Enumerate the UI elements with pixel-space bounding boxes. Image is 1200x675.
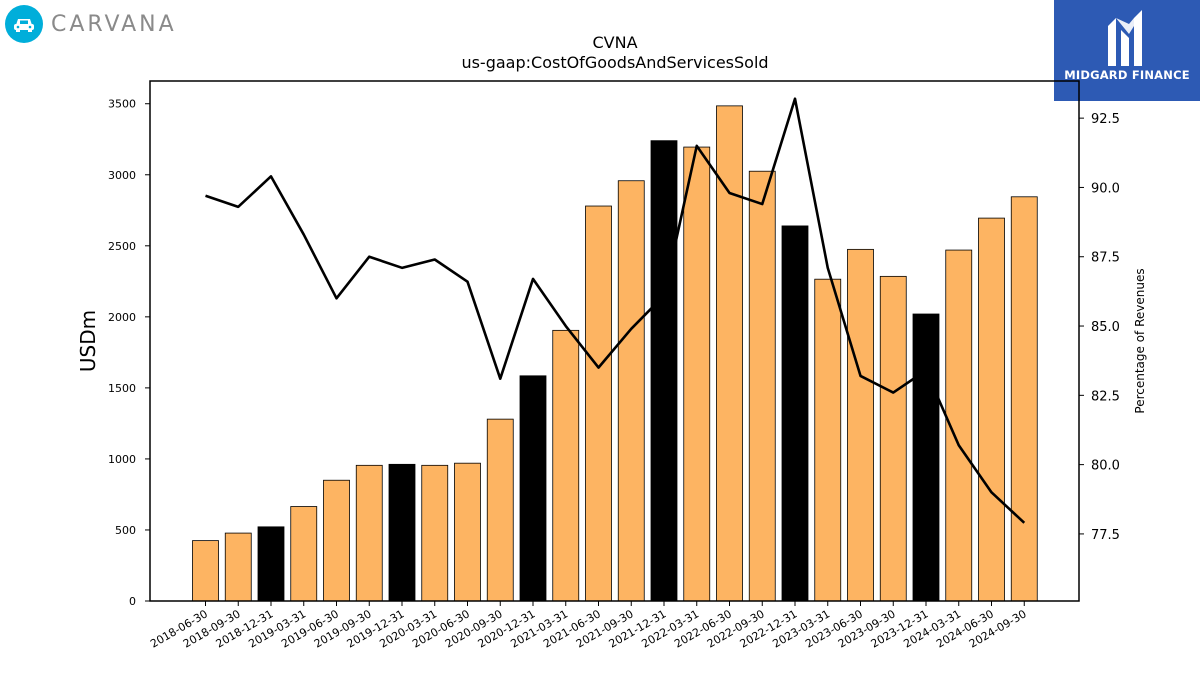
bar bbox=[1010, 196, 1038, 602]
bar bbox=[552, 329, 580, 602]
x-axis: 2018-06-302018-09-302018-12-312019-03-31… bbox=[148, 601, 1029, 651]
car-icon bbox=[5, 5, 43, 43]
bar bbox=[814, 278, 842, 602]
y-axis-left: 0 500 1000 1500 2000 2500 3000 3500 bbox=[108, 98, 150, 608]
bar bbox=[257, 526, 285, 602]
y2-tick-label: 90.0 bbox=[1091, 181, 1120, 196]
y2-tick-label: 77.5 bbox=[1091, 528, 1120, 543]
y2-tick-label: 87.5 bbox=[1091, 251, 1120, 266]
bar bbox=[912, 313, 940, 602]
bar bbox=[879, 275, 907, 602]
bar bbox=[847, 248, 874, 602]
midgard-m-logo-icon bbox=[1108, 10, 1142, 66]
line-series bbox=[205, 97, 1026, 524]
bar-series bbox=[192, 105, 1038, 602]
bar bbox=[224, 532, 252, 602]
bar bbox=[716, 105, 743, 602]
bar bbox=[421, 464, 449, 602]
y-tick-label: 1000 bbox=[108, 453, 136, 466]
chart-subtitle: us-gaap:CostOfGoodsAndServicesSold bbox=[461, 53, 768, 72]
y-tick-label: 1500 bbox=[108, 382, 136, 395]
y2-tick-label: 80.0 bbox=[1091, 459, 1120, 474]
y-axis-label: USDm bbox=[76, 310, 100, 372]
y-tick-label: 500 bbox=[115, 524, 136, 537]
bar bbox=[585, 205, 612, 602]
bar bbox=[519, 375, 547, 602]
plot-frame bbox=[149, 80, 1080, 602]
bar bbox=[978, 217, 1005, 602]
y-axis-right-label: Percentage of Revenues bbox=[1133, 268, 1147, 413]
y-axis-right: 77.5 80.0 82.5 85.0 87.5 90.0 92.5 bbox=[1079, 112, 1120, 543]
line-path bbox=[205, 97, 1026, 524]
bar bbox=[486, 418, 514, 602]
y-tick-label: 2500 bbox=[108, 240, 136, 253]
bar bbox=[650, 140, 678, 602]
y2-tick-label: 82.5 bbox=[1091, 389, 1120, 404]
bar bbox=[388, 463, 416, 602]
publisher-name: MIDGARD FINANCE bbox=[1064, 68, 1190, 82]
y2-tick-label: 92.5 bbox=[1091, 112, 1120, 127]
carvana-logo: CARVANA bbox=[5, 5, 177, 43]
y-tick-label: 2000 bbox=[108, 311, 136, 324]
bar bbox=[683, 146, 711, 602]
bar bbox=[748, 170, 776, 602]
bar bbox=[355, 464, 383, 602]
y-tick-label: 3500 bbox=[108, 98, 136, 111]
bar bbox=[617, 180, 645, 602]
bar bbox=[454, 462, 481, 602]
y-tick-label: 0 bbox=[129, 595, 136, 608]
y2-tick-label: 85.0 bbox=[1091, 320, 1120, 335]
bar bbox=[323, 479, 350, 602]
bar bbox=[781, 225, 809, 602]
y-tick-label: 3000 bbox=[108, 169, 136, 182]
bar bbox=[192, 540, 219, 602]
bar bbox=[290, 506, 318, 602]
chart-title: CVNA bbox=[592, 33, 637, 52]
carvana-logo-text: CARVANA bbox=[51, 11, 177, 37]
